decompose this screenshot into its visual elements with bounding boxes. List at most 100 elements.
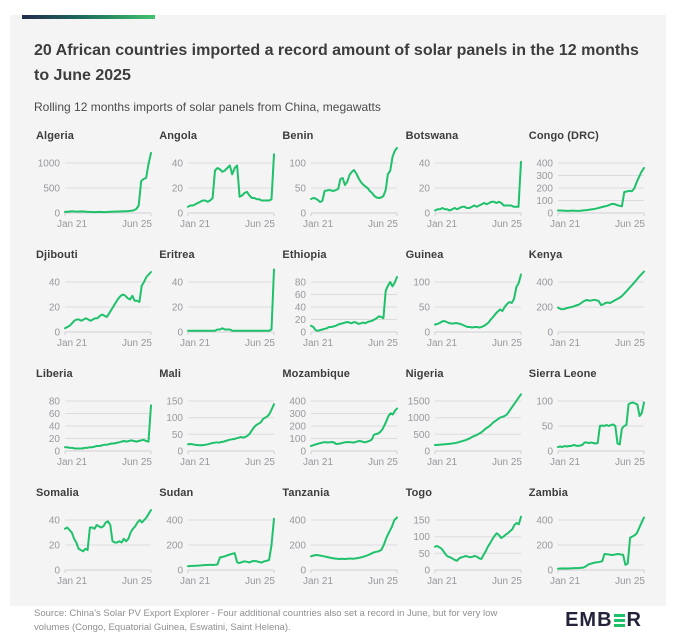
y-tick-label: 50 <box>418 302 430 313</box>
chart-cell-zambia: Zambia 0 200 400 Jan 21 Jun 25 <box>527 487 648 593</box>
x-tick-label-end: Jun 25 <box>492 576 522 587</box>
y-tick-label: 0 <box>424 446 430 457</box>
y-tick-label: 40 <box>172 277 184 288</box>
source-note: Source: China's Solar PV Export Explorer… <box>34 607 498 633</box>
chart-canvas: 0 200 400 Jan 21 Jun 25 <box>536 515 645 587</box>
ember-logo-bars-icon <box>614 614 626 628</box>
y-tick-label: 200 <box>290 421 307 432</box>
chart-cell-guinea: Guinea 0 50 100 Jan 21 Jun 25 <box>404 249 525 355</box>
x-tick-label-start: Jan 21 <box>57 338 87 349</box>
x-tick-label-start: Jan 21 <box>303 219 333 230</box>
series-line <box>433 392 522 446</box>
y-tick-label: 60 <box>49 409 61 420</box>
y-tick-label: 200 <box>167 540 184 551</box>
y-tick-label: 400 <box>536 277 553 288</box>
y-tick-label: 40 <box>418 158 430 169</box>
y-tick-label: 300 <box>536 171 553 182</box>
y-tick-label: 0 <box>301 208 307 219</box>
y-tick-label: 1000 <box>38 158 61 169</box>
chart-cell-togo: Togo 0 50 100 150 Jan 21 Jun 25 <box>404 487 525 593</box>
y-tick-label: 100 <box>413 532 430 543</box>
x-tick-label-start: Jan 21 <box>180 338 210 349</box>
chart-title: Togo <box>405 486 433 499</box>
series-line <box>64 270 152 329</box>
chart-canvas: 0 200 400 Jan 21 Jun 25 <box>167 515 276 587</box>
chart-cell-sierra-leone: Sierra Leone 0 50 100 Jan 21 Jun 25 <box>527 368 648 474</box>
y-tick-label: 40 <box>49 515 61 526</box>
x-tick-label-start: Jan 21 <box>550 338 580 349</box>
y-tick-label: 400 <box>167 515 184 526</box>
x-tick-label-end: Jun 25 <box>492 457 522 468</box>
x-tick-label-end: Jun 25 <box>122 457 152 468</box>
x-tick-label-end: Jun 25 <box>245 338 275 349</box>
chart-cell-algeria: Algeria 0 500 1000 Jan 21 Jun 25 <box>34 130 155 236</box>
x-tick-label-start: Jan 21 <box>303 457 333 468</box>
chart-title: Botswana <box>405 129 459 142</box>
series-line <box>64 508 152 552</box>
y-tick-label: 100 <box>536 396 553 407</box>
y-tick-label: 200 <box>536 302 553 313</box>
series-line <box>187 517 276 567</box>
y-tick-label: 400 <box>536 515 553 526</box>
x-tick-label-end: Jun 25 <box>368 576 398 587</box>
y-tick-label: 0 <box>301 327 307 338</box>
y-tick-label: 20 <box>49 434 61 445</box>
chart-cell-nigeria: Nigeria 0 500 1000 1500 Jan 21 Jun 25 <box>404 368 525 474</box>
chart-title: Mozambique <box>282 367 351 380</box>
x-tick-label-end: Jun 25 <box>492 219 522 230</box>
y-tick-label: 0 <box>54 565 60 576</box>
x-tick-label-start: Jan 21 <box>550 457 580 468</box>
series-line <box>187 152 276 208</box>
chart-canvas: 0 500 1000 1500 Jan 21 Jun 25 <box>407 392 522 468</box>
y-tick-label: 0 <box>54 327 60 338</box>
y-tick-label: 100 <box>413 277 430 288</box>
chart-cell-botswana: Botswana 0 20 40 Jan 21 Jun 25 <box>404 130 525 236</box>
y-tick-label: 40 <box>49 277 61 288</box>
x-tick-label-start: Jan 21 <box>427 219 457 230</box>
chart-title: Guinea <box>405 248 444 261</box>
y-tick-label: 150 <box>167 396 184 407</box>
logo-text-prefix: EMB <box>565 609 613 632</box>
y-tick-label: 200 <box>536 540 553 551</box>
y-tick-label: 20 <box>49 302 61 313</box>
x-tick-label-end: Jun 25 <box>245 457 275 468</box>
y-tick-label: 0 <box>54 446 60 457</box>
chart-title: Zambia <box>528 486 568 499</box>
series-line <box>556 270 645 310</box>
x-tick-label-start: Jan 21 <box>550 219 580 230</box>
y-tick-label: 400 <box>536 158 553 169</box>
chart-title: Djibouti <box>36 248 78 261</box>
y-tick-label: 80 <box>49 396 61 407</box>
y-tick-label: 1500 <box>407 396 430 407</box>
x-tick-label-end: Jun 25 <box>615 457 645 468</box>
y-tick-label: 500 <box>43 183 60 194</box>
chart-title: Ethiopia <box>282 248 327 261</box>
y-tick-label: 0 <box>178 327 184 338</box>
series-line <box>433 160 522 212</box>
x-tick-label-start: Jan 21 <box>57 457 87 468</box>
y-tick-label: 20 <box>295 315 307 326</box>
y-tick-label: 0 <box>178 446 184 457</box>
y-tick-label: 0 <box>54 208 60 219</box>
y-tick-label: 20 <box>49 540 61 551</box>
chart-title: Mali <box>159 367 181 380</box>
y-tick-label: 0 <box>547 446 553 457</box>
chart-title: Kenya <box>528 248 563 261</box>
chart-title: Algeria <box>36 129 74 142</box>
chart-title: Benin <box>282 129 314 142</box>
y-tick-label: 50 <box>172 429 184 440</box>
chart-canvas: 0 20 40 Jan 21 Jun 25 <box>49 508 152 587</box>
y-tick-label: 0 <box>424 565 430 576</box>
y-tick-label: 50 <box>418 548 430 559</box>
x-tick-label-end: Jun 25 <box>615 219 645 230</box>
chart-canvas: 0 20 40 Jan 21 Jun 25 <box>172 152 276 230</box>
y-tick-label: 0 <box>178 208 184 219</box>
y-tick-label: 40 <box>49 421 61 432</box>
y-tick-label: 0 <box>547 327 553 338</box>
x-tick-label-end: Jun 25 <box>368 457 398 468</box>
x-tick-label-end: Jun 25 <box>615 576 645 587</box>
y-tick-label: 100 <box>167 413 184 424</box>
y-tick-label: 0 <box>301 446 307 457</box>
